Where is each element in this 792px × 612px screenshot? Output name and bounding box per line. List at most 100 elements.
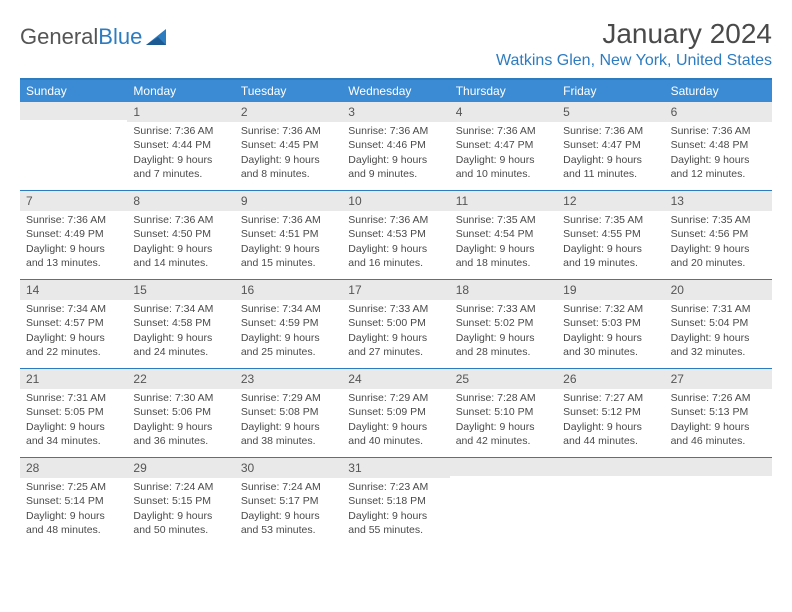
- calendar-cell: 15Sunrise: 7:34 AMSunset: 4:58 PMDayligh…: [127, 280, 234, 368]
- title-block: January 2024 Watkins Glen, New York, Uni…: [496, 18, 772, 70]
- sunset-text: Sunset: 5:12 PM: [563, 405, 658, 419]
- sunset-text: Sunset: 5:00 PM: [348, 316, 443, 330]
- cell-body: Sunrise: 7:36 AMSunset: 4:51 PMDaylight:…: [235, 211, 342, 276]
- logo-sail-icon: [144, 27, 168, 47]
- day-header: Sunday: [20, 80, 127, 102]
- sunset-text: Sunset: 5:03 PM: [563, 316, 658, 330]
- sunrise-text: Sunrise: 7:35 AM: [456, 213, 551, 227]
- sunset-text: Sunset: 4:48 PM: [671, 138, 766, 152]
- sunset-text: Sunset: 4:55 PM: [563, 227, 658, 241]
- sunrise-text: Sunrise: 7:26 AM: [671, 391, 766, 405]
- cell-body: [665, 476, 772, 484]
- sunset-text: Sunset: 4:53 PM: [348, 227, 443, 241]
- day-number: 16: [235, 280, 342, 300]
- daylight-text: Daylight: 9 hours and 28 minutes.: [456, 331, 551, 359]
- calendar-cell: 11Sunrise: 7:35 AMSunset: 4:54 PMDayligh…: [450, 191, 557, 279]
- daylight-text: Daylight: 9 hours and 30 minutes.: [563, 331, 658, 359]
- cell-body: Sunrise: 7:25 AMSunset: 5:14 PMDaylight:…: [20, 478, 127, 543]
- cell-body: Sunrise: 7:26 AMSunset: 5:13 PMDaylight:…: [665, 389, 772, 454]
- day-number: 20: [665, 280, 772, 300]
- cell-body: Sunrise: 7:36 AMSunset: 4:47 PMDaylight:…: [557, 122, 664, 187]
- calendar-cell: 21Sunrise: 7:31 AMSunset: 5:05 PMDayligh…: [20, 369, 127, 457]
- calendar-cell: 7Sunrise: 7:36 AMSunset: 4:49 PMDaylight…: [20, 191, 127, 279]
- day-header: Wednesday: [342, 80, 449, 102]
- calendar-cell: 20Sunrise: 7:31 AMSunset: 5:04 PMDayligh…: [665, 280, 772, 368]
- sunset-text: Sunset: 4:54 PM: [456, 227, 551, 241]
- cell-body: Sunrise: 7:29 AMSunset: 5:09 PMDaylight:…: [342, 389, 449, 454]
- sunset-text: Sunset: 5:05 PM: [26, 405, 121, 419]
- logo-text-gray: General: [20, 24, 98, 50]
- day-header: Monday: [127, 80, 234, 102]
- cell-body: Sunrise: 7:28 AMSunset: 5:10 PMDaylight:…: [450, 389, 557, 454]
- sunset-text: Sunset: 4:47 PM: [456, 138, 551, 152]
- sunrise-text: Sunrise: 7:36 AM: [348, 213, 443, 227]
- month-title: January 2024: [496, 18, 772, 50]
- cell-body: Sunrise: 7:36 AMSunset: 4:49 PMDaylight:…: [20, 211, 127, 276]
- calendar-cell: 8Sunrise: 7:36 AMSunset: 4:50 PMDaylight…: [127, 191, 234, 279]
- cell-body: Sunrise: 7:35 AMSunset: 4:56 PMDaylight:…: [665, 211, 772, 276]
- daylight-text: Daylight: 9 hours and 24 minutes.: [133, 331, 228, 359]
- day-number: 11: [450, 191, 557, 211]
- cell-body: Sunrise: 7:31 AMSunset: 5:05 PMDaylight:…: [20, 389, 127, 454]
- logo-text-blue: Blue: [98, 24, 142, 50]
- daylight-text: Daylight: 9 hours and 38 minutes.: [241, 420, 336, 448]
- cell-body: Sunrise: 7:23 AMSunset: 5:18 PMDaylight:…: [342, 478, 449, 543]
- calendar-cell: 13Sunrise: 7:35 AMSunset: 4:56 PMDayligh…: [665, 191, 772, 279]
- cell-body: Sunrise: 7:24 AMSunset: 5:15 PMDaylight:…: [127, 478, 234, 543]
- calendar-cell: 4Sunrise: 7:36 AMSunset: 4:47 PMDaylight…: [450, 102, 557, 190]
- daylight-text: Daylight: 9 hours and 44 minutes.: [563, 420, 658, 448]
- cell-body: Sunrise: 7:36 AMSunset: 4:53 PMDaylight:…: [342, 211, 449, 276]
- sunset-text: Sunset: 4:51 PM: [241, 227, 336, 241]
- sunset-text: Sunset: 4:49 PM: [26, 227, 121, 241]
- sunrise-text: Sunrise: 7:34 AM: [241, 302, 336, 316]
- sunrise-text: Sunrise: 7:31 AM: [671, 302, 766, 316]
- daylight-text: Daylight: 9 hours and 40 minutes.: [348, 420, 443, 448]
- cell-body: Sunrise: 7:27 AMSunset: 5:12 PMDaylight:…: [557, 389, 664, 454]
- calendar-cell: 31Sunrise: 7:23 AMSunset: 5:18 PMDayligh…: [342, 458, 449, 546]
- daylight-text: Daylight: 9 hours and 55 minutes.: [348, 509, 443, 537]
- daylight-text: Daylight: 9 hours and 36 minutes.: [133, 420, 228, 448]
- cell-body: Sunrise: 7:33 AMSunset: 5:00 PMDaylight:…: [342, 300, 449, 365]
- day-number: [557, 458, 664, 476]
- daylight-text: Daylight: 9 hours and 27 minutes.: [348, 331, 443, 359]
- daylight-text: Daylight: 9 hours and 42 minutes.: [456, 420, 551, 448]
- sunrise-text: Sunrise: 7:35 AM: [671, 213, 766, 227]
- cell-body: Sunrise: 7:32 AMSunset: 5:03 PMDaylight:…: [557, 300, 664, 365]
- calendar-cell: [450, 458, 557, 546]
- daylight-text: Daylight: 9 hours and 32 minutes.: [671, 331, 766, 359]
- day-number: 31: [342, 458, 449, 478]
- daylight-text: Daylight: 9 hours and 19 minutes.: [563, 242, 658, 270]
- calendar-cell: [20, 102, 127, 190]
- sunrise-text: Sunrise: 7:32 AM: [563, 302, 658, 316]
- calendar-cell: 17Sunrise: 7:33 AMSunset: 5:00 PMDayligh…: [342, 280, 449, 368]
- daylight-text: Daylight: 9 hours and 50 minutes.: [133, 509, 228, 537]
- cell-body: Sunrise: 7:36 AMSunset: 4:50 PMDaylight:…: [127, 211, 234, 276]
- cell-body: Sunrise: 7:34 AMSunset: 4:58 PMDaylight:…: [127, 300, 234, 365]
- calendar-cell: 6Sunrise: 7:36 AMSunset: 4:48 PMDaylight…: [665, 102, 772, 190]
- day-header: Saturday: [665, 80, 772, 102]
- cell-body: Sunrise: 7:24 AMSunset: 5:17 PMDaylight:…: [235, 478, 342, 543]
- calendar-cell: 26Sunrise: 7:27 AMSunset: 5:12 PMDayligh…: [557, 369, 664, 457]
- sunset-text: Sunset: 5:09 PM: [348, 405, 443, 419]
- sunset-text: Sunset: 4:56 PM: [671, 227, 766, 241]
- calendar-cell: 28Sunrise: 7:25 AMSunset: 5:14 PMDayligh…: [20, 458, 127, 546]
- daylight-text: Daylight: 9 hours and 16 minutes.: [348, 242, 443, 270]
- calendar-cell: [557, 458, 664, 546]
- cell-body: Sunrise: 7:31 AMSunset: 5:04 PMDaylight:…: [665, 300, 772, 365]
- daylight-text: Daylight: 9 hours and 8 minutes.: [241, 153, 336, 181]
- daylight-text: Daylight: 9 hours and 15 minutes.: [241, 242, 336, 270]
- cell-body: Sunrise: 7:30 AMSunset: 5:06 PMDaylight:…: [127, 389, 234, 454]
- sunrise-text: Sunrise: 7:33 AM: [456, 302, 551, 316]
- page-header: GeneralBlue January 2024 Watkins Glen, N…: [20, 18, 772, 70]
- sunrise-text: Sunrise: 7:23 AM: [348, 480, 443, 494]
- sunset-text: Sunset: 4:58 PM: [133, 316, 228, 330]
- sunset-text: Sunset: 4:46 PM: [348, 138, 443, 152]
- sunset-text: Sunset: 4:57 PM: [26, 316, 121, 330]
- calendar-cell: 30Sunrise: 7:24 AMSunset: 5:17 PMDayligh…: [235, 458, 342, 546]
- day-header: Thursday: [450, 80, 557, 102]
- calendar-cell: 14Sunrise: 7:34 AMSunset: 4:57 PMDayligh…: [20, 280, 127, 368]
- calendar-cell: 29Sunrise: 7:24 AMSunset: 5:15 PMDayligh…: [127, 458, 234, 546]
- daylight-text: Daylight: 9 hours and 25 minutes.: [241, 331, 336, 359]
- daylight-text: Daylight: 9 hours and 46 minutes.: [671, 420, 766, 448]
- daylight-text: Daylight: 9 hours and 11 minutes.: [563, 153, 658, 181]
